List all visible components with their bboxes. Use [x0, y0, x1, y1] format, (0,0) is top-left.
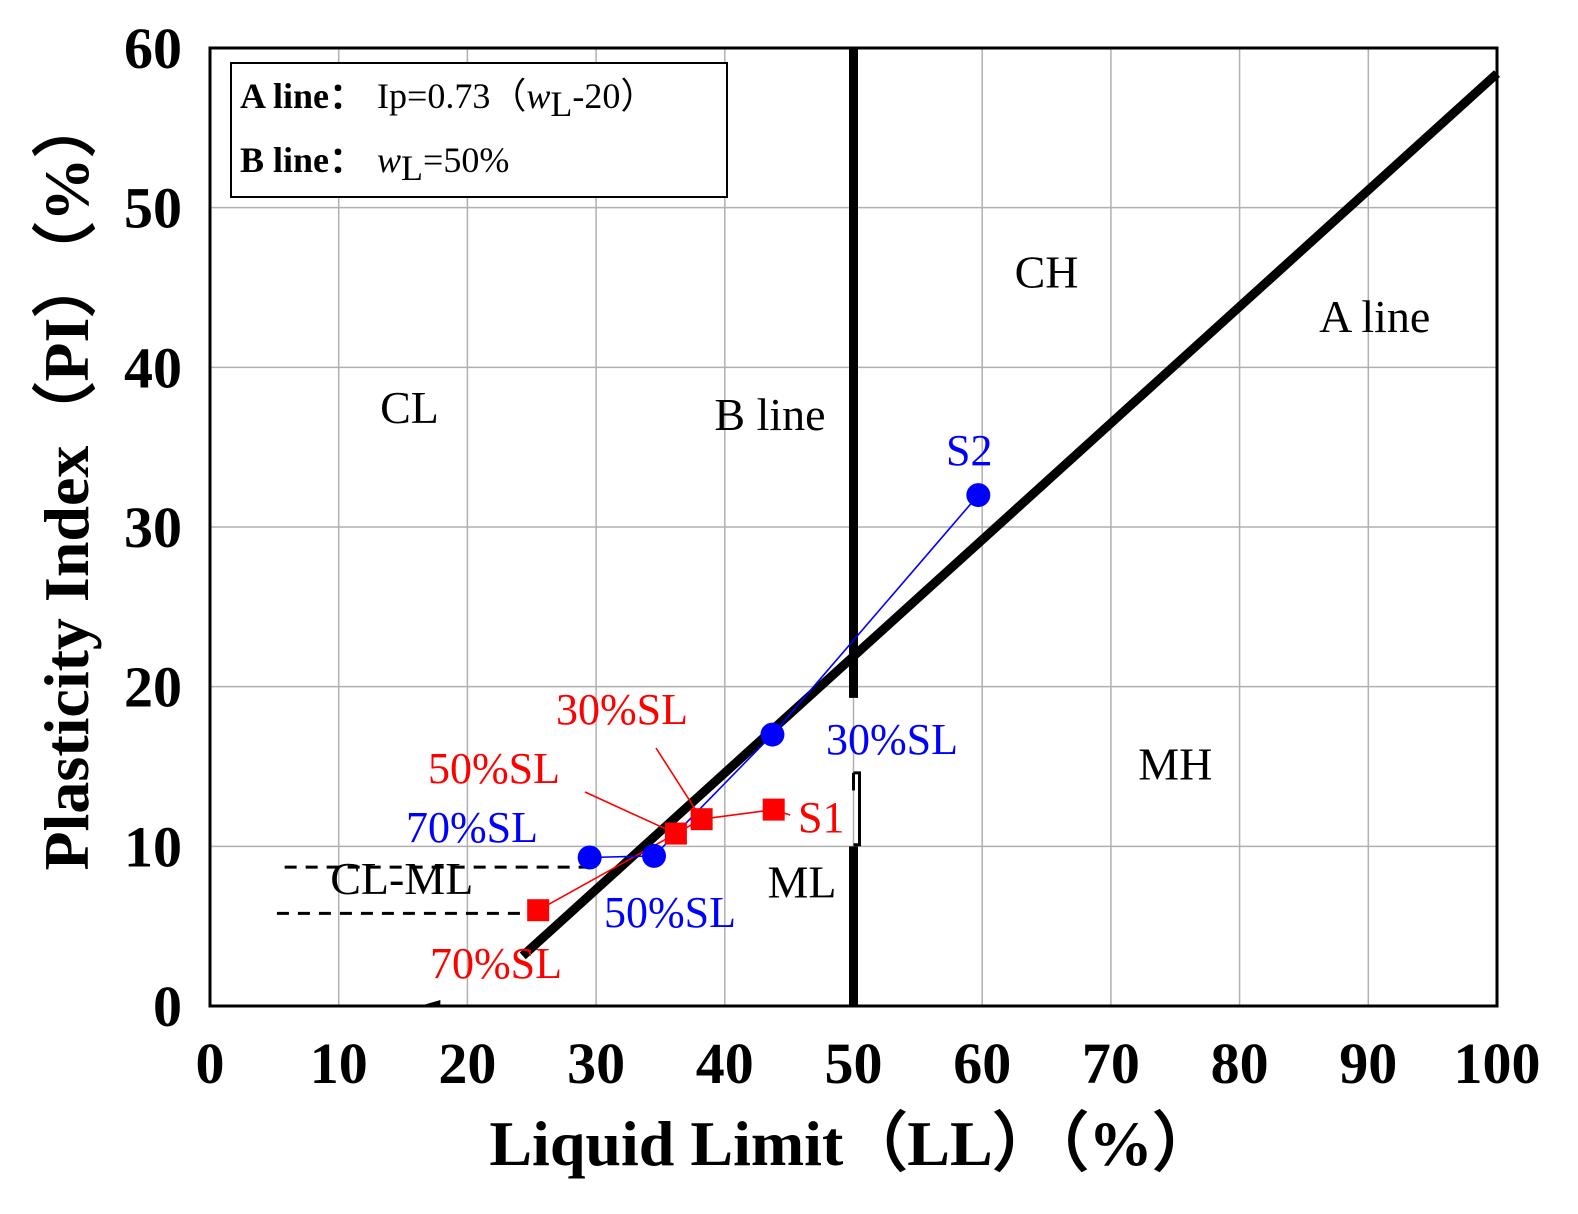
b-line-label: B line — [714, 389, 825, 440]
marker-S2 — [760, 722, 785, 747]
legend-a-line: A line： Ip=0.73（wL-20） — [240, 76, 656, 124]
y-tick-label: 30 — [124, 495, 182, 560]
marker-S2 — [577, 845, 602, 870]
x-tick-label: 50 — [825, 1031, 883, 1096]
legend-box — [230, 62, 728, 198]
legend-b-line: B line： wL=50% — [240, 140, 509, 188]
data-label-S1: 30%SL — [556, 685, 688, 734]
y-tick-label: 10 — [124, 814, 182, 879]
y-tick-label: 50 — [124, 176, 182, 241]
x-tick-label: 40 — [696, 1031, 754, 1096]
series-connector-S2 — [589, 494, 979, 859]
region-label: CH — [1015, 247, 1079, 298]
data-label-S2: 30%SL — [826, 715, 958, 764]
x-tick-label: 80 — [1211, 1031, 1269, 1096]
region-label: A line — [1319, 291, 1430, 342]
tick-labels: 0 10 20 30 40 50 60 70 80 90 100 0 10 20 30 40 50 60 — [124, 16, 1541, 1096]
region-labels: CL CH A line MH ML CL-ML B line — [330, 247, 1430, 908]
region-label: MH — [1138, 738, 1212, 789]
x-tick-label: 100 — [1454, 1031, 1541, 1096]
x-tick-label: 20 — [438, 1031, 496, 1096]
data-label-S2: 70%SL — [406, 803, 538, 852]
x-axis-title: Liquid Limit（LL）（%） — [489, 1108, 1216, 1179]
leader-line — [655, 747, 703, 820]
data-label-S2: S2 — [946, 426, 992, 475]
series-connector-S1 — [537, 808, 774, 911]
data-label-S1: 50%SL — [428, 744, 560, 793]
x-tick-label: 60 — [953, 1031, 1011, 1096]
region-label: CL — [380, 382, 439, 433]
data-labels: S1 30%SL 50%SL 70%SL S2 30%SL 50%SL 70%SL — [406, 426, 992, 988]
leader-line — [584, 791, 677, 835]
y-axis-title: Plasticity Index（PI）（%） — [31, 94, 102, 871]
x-tick-label: 10 — [310, 1031, 368, 1096]
x-tick-label: 70 — [1082, 1031, 1140, 1096]
leader-line — [773, 808, 791, 816]
x-tick-label: 30 — [567, 1031, 625, 1096]
reference-lines — [276, 48, 1501, 1006]
x-tick-label: 0 — [196, 1031, 225, 1096]
x-tick-label: 90 — [1339, 1031, 1397, 1096]
region-label: CL-ML — [330, 853, 473, 904]
region-label: ML — [768, 856, 837, 907]
plot-frame — [208, 46, 1499, 1008]
y-tick-label: 60 — [124, 16, 182, 81]
marker-S2 — [642, 843, 667, 868]
point-connectors — [537, 494, 979, 911]
y-tick-label: 40 — [124, 335, 182, 400]
a-line — [519, 70, 1501, 960]
data-label-S1: S1 — [798, 793, 844, 842]
y-tick-label: 0 — [153, 974, 182, 1039]
data-label-S1: 70%SL — [430, 939, 562, 988]
data-label-S2: 50%SL — [604, 888, 736, 937]
marker-S1 — [527, 899, 550, 922]
marker-S2 — [966, 483, 991, 508]
y-tick-label: 20 — [124, 655, 182, 720]
b-line-bracket — [853, 771, 861, 847]
legend: A line： Ip=0.73（wL-20） B line： wL=50% — [230, 62, 728, 198]
data-markers — [527, 483, 991, 922]
